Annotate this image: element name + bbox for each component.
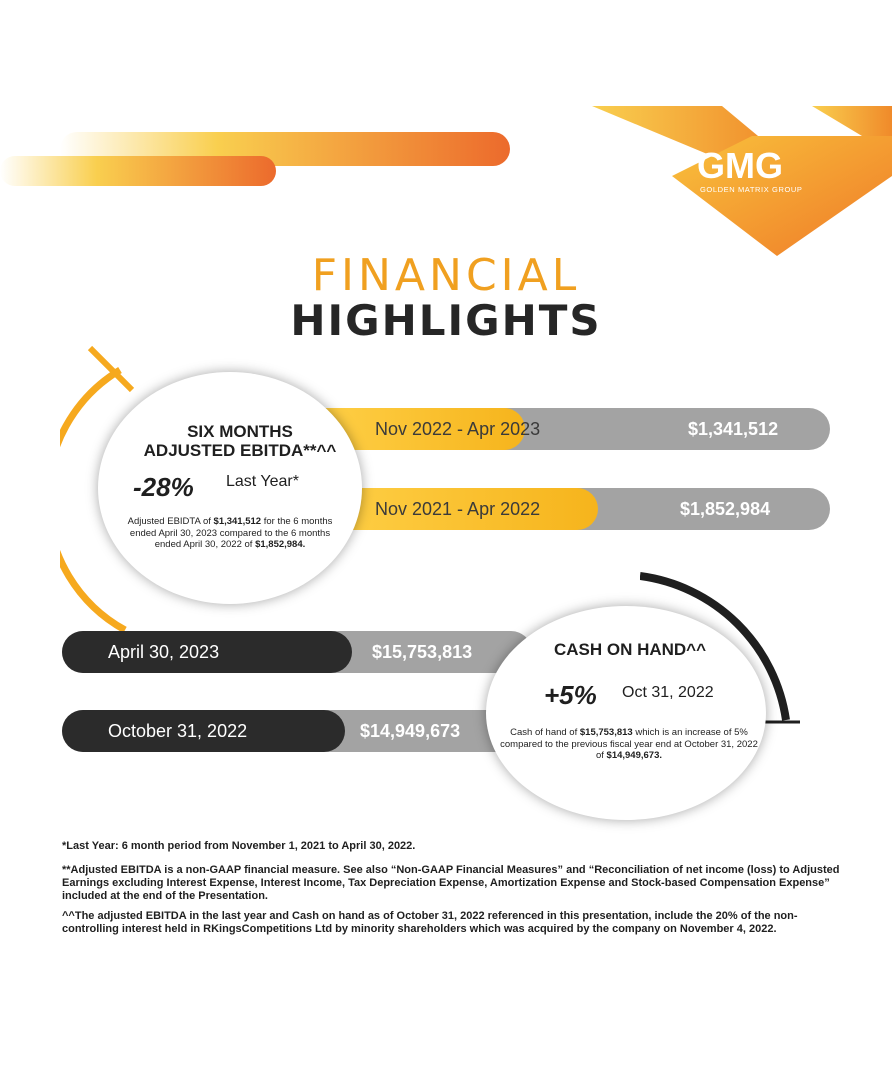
logo-text: GMG <box>697 145 783 186</box>
ebitda-heading-line1: SIX MONTHS <box>187 422 293 441</box>
title-financial: FINANCIAL <box>311 250 581 301</box>
ebitda-desc-val2: $1,852,984. <box>255 539 306 550</box>
ebitda-bar-previous-value: $1,852,984 <box>680 499 771 519</box>
cash-pct-label: Oct 31, 2022 <box>622 684 714 701</box>
cash-desc-pre: Cash of hand of <box>510 727 580 738</box>
ebitda-desc-pre: Adjusted EBIDTA of <box>127 516 214 527</box>
ebitda-pct-label: Last Year* <box>226 473 299 490</box>
cash-circle <box>486 606 766 820</box>
ebitda-desc-val1: $1,341,512 <box>213 516 262 527</box>
cash-pct: +5% <box>544 680 597 710</box>
ebitda-desc-mid: for the 6 months ended April 30, 2023 co… <box>129 516 333 550</box>
ebitda-description: Adjusted EBIDTA of $1,341,512 for the 6 … <box>118 516 342 551</box>
ebitda-heading: SIX MONTHS ADJUSTED EBITDA**^^ <box>120 422 360 460</box>
decorative-stripes <box>0 132 510 186</box>
cash-bar-current-fill <box>62 631 352 673</box>
cash-bar-previous-value: $14,949,673 <box>360 721 461 741</box>
cash-desc-val1: $15,753,813 <box>579 727 633 738</box>
cash-heading: CASH ON HAND^^ <box>553 640 707 659</box>
gmg-logo: GMG GOLDEN MATRIX GROUP <box>592 106 892 256</box>
cash-bar-current-label: April 30, 2023 <box>108 642 220 662</box>
ebitda-arc <box>60 345 135 634</box>
cash-bar-previous-label: October 31, 2022 <box>108 721 248 741</box>
footnote-adjusted-ebitda: **Adjusted EBITDA is a non-GAAP financia… <box>62 864 840 902</box>
ebitda-bar-current: Nov 2022 - Apr 2023 $1,341,512 <box>300 408 830 450</box>
cash-description: Cash of hand of $15,753,813 which is an … <box>500 727 758 762</box>
ebitda-bar-current-label: Nov 2022 - Apr 2023 <box>375 419 541 439</box>
ebitda-circle <box>98 372 362 604</box>
ebitda-bar-previous: Nov 2021 - Apr 2022 $1,852,984 <box>300 488 830 530</box>
cash-bar-previous: October 31, 2022 $14,949,673 <box>62 710 532 752</box>
ebitda-bar-current-value: $1,341,512 <box>688 419 779 439</box>
title-highlights: HIGHLIGHTS <box>290 296 602 345</box>
footnote-non-controlling: ^^The adjusted EBITDA in the last year a… <box>62 910 798 935</box>
logo-subtext: GOLDEN MATRIX GROUP <box>700 185 803 194</box>
cash-bar-previous-fill <box>62 710 345 752</box>
cash-desc-val2: $14,949,673. <box>606 750 663 761</box>
ebitda-bar-previous-label: Nov 2021 - Apr 2022 <box>375 499 541 519</box>
footnote-last-year: *Last Year: 6 month period from November… <box>62 840 416 852</box>
ebitda-pct: -28% <box>133 472 194 502</box>
ebitda-heading-line2: ADJUSTED EBITDA**^^ <box>143 441 337 460</box>
cash-desc-mid: which is an increase of 5% compared to t… <box>500 727 758 761</box>
cash-bar-current-value: $15,753,813 <box>372 642 473 662</box>
cash-bar-current: April 30, 2023 $15,753,813 <box>62 631 532 673</box>
